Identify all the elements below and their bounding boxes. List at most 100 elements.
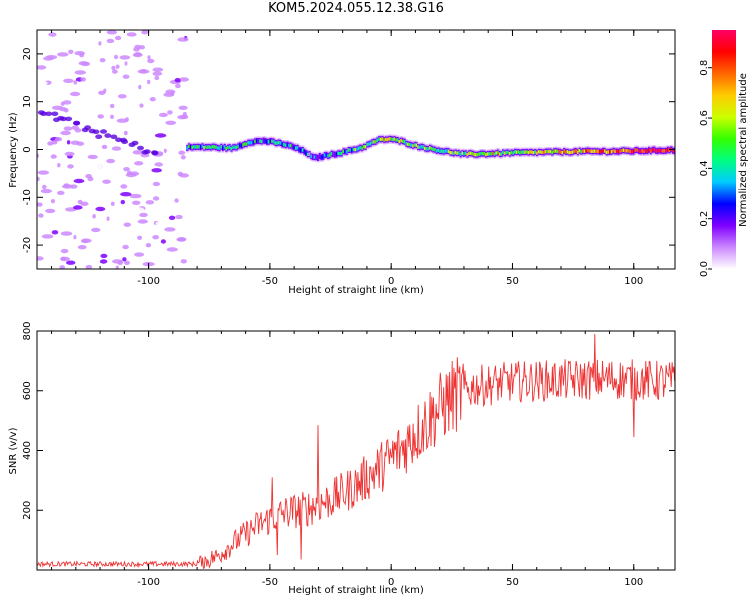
ridge-core: [201, 144, 204, 148]
ridge-core: [624, 148, 627, 153]
noise-blob: [145, 243, 152, 248]
noise-blob: [137, 219, 148, 224]
ridge-core: [344, 149, 347, 154]
noise-blob: [120, 184, 128, 189]
ridge-core: [427, 147, 430, 151]
ridge-core: [279, 141, 282, 145]
snr-x-tick-label: 50: [506, 577, 519, 588]
noise-blob: [163, 148, 167, 153]
ridge-core: [322, 155, 325, 159]
colorbar-tick-label: 0.8: [699, 60, 710, 76]
noise-blob: [73, 235, 77, 240]
ridge-core: [417, 145, 420, 149]
ridge-core: [537, 150, 540, 154]
ridge-core: [492, 151, 495, 156]
ridge-core: [502, 150, 505, 155]
ridge-core: [323, 153, 326, 157]
ridge-core: [271, 139, 274, 143]
snr-frame: [36, 330, 676, 571]
noise-blob: [178, 150, 186, 155]
ridge-core: [456, 151, 459, 155]
ridge-core: [189, 145, 192, 149]
noise-blob: [154, 133, 167, 138]
noise-blob: [99, 259, 108, 264]
ridge-core: [578, 148, 581, 153]
ridge-core: [396, 138, 400, 142]
spectrogram-x-axis-label: Height of straight line (km): [288, 285, 424, 296]
ridge-core: [454, 150, 457, 155]
noise-blob: [145, 200, 155, 205]
ridge-core: [356, 147, 359, 152]
ridge-core: [542, 150, 546, 155]
ridge-core: [673, 149, 675, 153]
ridge-core: [627, 149, 630, 153]
ridge-core: [262, 138, 265, 143]
ridge-core: [211, 144, 214, 149]
ridge-core: [672, 149, 675, 153]
noise-blob: [57, 52, 69, 57]
spectrogram-y-axis-label: Frequency (Hz): [8, 112, 19, 188]
ridge-core: [403, 140, 406, 144]
ridge-core: [649, 149, 653, 153]
ridge-core: [289, 143, 293, 148]
ridge-core: [588, 149, 591, 153]
noise-blob: [122, 257, 127, 262]
snr-y-tick-label: 200: [22, 501, 33, 520]
noise-blob: [95, 206, 106, 212]
ridge-core: [488, 152, 491, 156]
ridge-core: [281, 142, 284, 147]
noise-blob: [111, 146, 122, 151]
ridge-core: [546, 149, 549, 154]
ridge-core: [644, 149, 647, 153]
ridge-core: [310, 154, 313, 158]
ridge-core: [536, 151, 539, 155]
noise-blob: [141, 30, 149, 35]
ridge-core: [245, 142, 248, 146]
noise-blob: [110, 114, 114, 120]
ridge-core: [463, 152, 466, 156]
ridge-core: [199, 145, 203, 149]
ridge-core: [378, 137, 381, 141]
noise-blob: [81, 238, 92, 243]
snr-y-axis-label: SNR (v/v): [8, 427, 19, 474]
noise-blob: [92, 214, 96, 219]
spectrogram-x-tick-label: 50: [506, 276, 519, 287]
spectrogram-y-tick-label: -10: [22, 189, 33, 205]
noise-blob: [138, 84, 142, 90]
ridge-core: [468, 151, 471, 155]
ridge-core: [432, 147, 435, 152]
ridge-core: [362, 145, 366, 149]
ridge-core: [408, 142, 411, 147]
noise-blob: [180, 259, 187, 264]
ridge-core: [570, 150, 573, 155]
ridge-core: [495, 151, 498, 155]
ridge-core: [269, 139, 272, 143]
ridge-core: [486, 152, 490, 156]
streak-blob: [143, 149, 151, 154]
streak-blob: [131, 140, 139, 146]
ridge-core: [493, 152, 496, 156]
ridge-core: [254, 139, 257, 144]
noise-blob: [115, 237, 120, 243]
noise-blob: [57, 194, 68, 200]
ridge-core: [539, 150, 542, 154]
noise-blob: [106, 216, 110, 221]
noise-blob: [117, 101, 129, 106]
ridge-core: [354, 147, 357, 152]
noise-blob: [51, 230, 59, 235]
noise-blob: [59, 265, 65, 269]
spectrogram-y-tick-label: 10: [22, 95, 33, 108]
ridge-core: [215, 145, 218, 149]
noise-blob: [51, 140, 58, 145]
noise-blob: [37, 256, 44, 261]
noise-blob: [37, 176, 40, 182]
streak-blob: [65, 116, 73, 122]
snr-y-tick-label: 800: [22, 321, 33, 340]
ridge-core: [483, 152, 486, 156]
noise-blob: [99, 58, 106, 63]
ridge-core: [330, 152, 333, 156]
streak-blob: [137, 145, 144, 151]
noise-blob: [40, 188, 53, 194]
ridge-core: [379, 137, 383, 142]
